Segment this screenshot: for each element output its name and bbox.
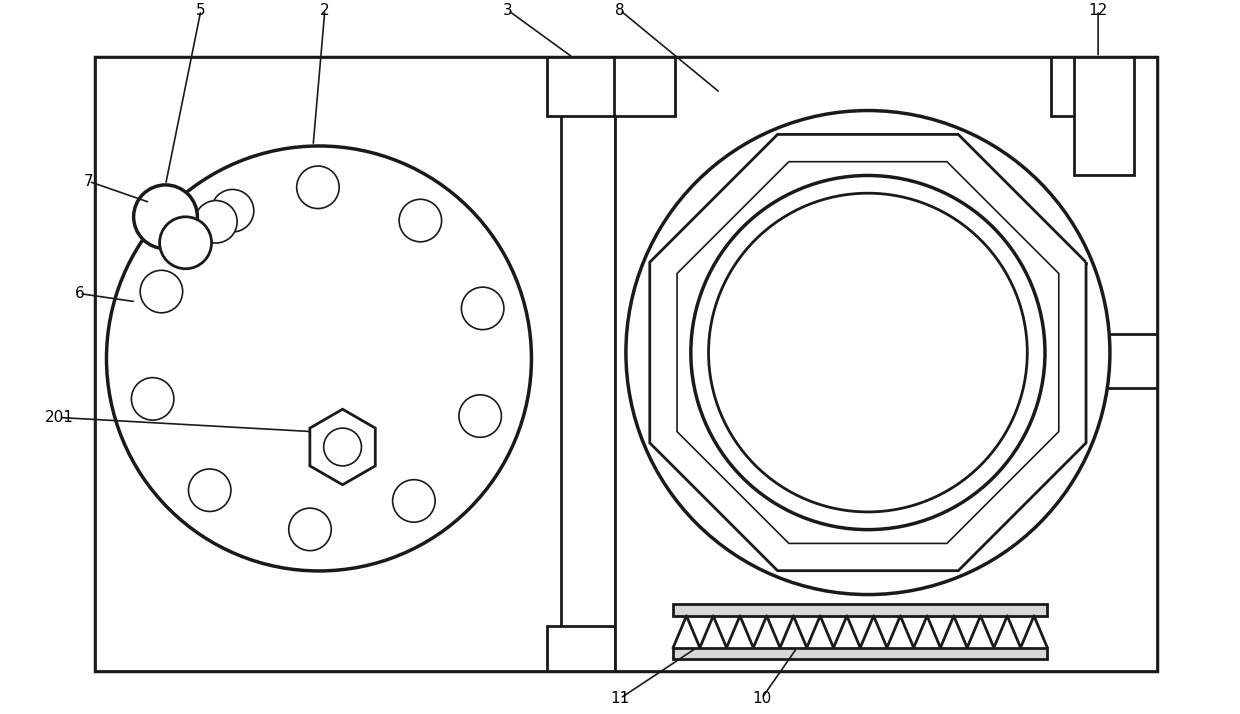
Circle shape — [626, 111, 1110, 595]
Bar — [1050, 57, 1112, 116]
Circle shape — [708, 193, 1027, 512]
Circle shape — [160, 217, 212, 268]
Polygon shape — [310, 409, 376, 485]
Bar — [673, 648, 1048, 660]
Bar — [1075, 57, 1133, 176]
Circle shape — [461, 287, 503, 330]
Circle shape — [107, 146, 532, 571]
Circle shape — [131, 378, 174, 420]
Circle shape — [459, 395, 501, 437]
Circle shape — [188, 469, 231, 511]
Polygon shape — [677, 161, 1059, 543]
Text: 201: 201 — [45, 410, 73, 425]
Circle shape — [324, 428, 362, 466]
Text: 10: 10 — [751, 691, 771, 706]
Text: 3: 3 — [503, 3, 512, 18]
Circle shape — [691, 176, 1045, 530]
Text: 11: 11 — [610, 691, 630, 706]
Circle shape — [211, 189, 254, 232]
Bar — [560, 87, 615, 648]
Circle shape — [195, 201, 237, 243]
Text: 7: 7 — [84, 174, 93, 189]
Circle shape — [134, 185, 197, 248]
Bar — [1104, 333, 1157, 388]
Text: 2: 2 — [320, 3, 330, 18]
Polygon shape — [650, 134, 1086, 570]
Bar — [94, 57, 590, 671]
Bar — [547, 57, 630, 116]
Text: 12: 12 — [1089, 3, 1107, 18]
Circle shape — [296, 166, 340, 208]
Circle shape — [140, 271, 182, 313]
Bar — [94, 57, 1157, 671]
Bar — [615, 57, 1157, 671]
Bar — [673, 604, 1048, 615]
Circle shape — [289, 508, 331, 550]
Circle shape — [399, 199, 441, 242]
Circle shape — [393, 480, 435, 522]
Text: 6: 6 — [74, 286, 84, 301]
Text: 8: 8 — [615, 3, 625, 18]
Bar — [614, 57, 676, 116]
Bar — [547, 626, 615, 671]
Text: 5: 5 — [196, 3, 206, 18]
